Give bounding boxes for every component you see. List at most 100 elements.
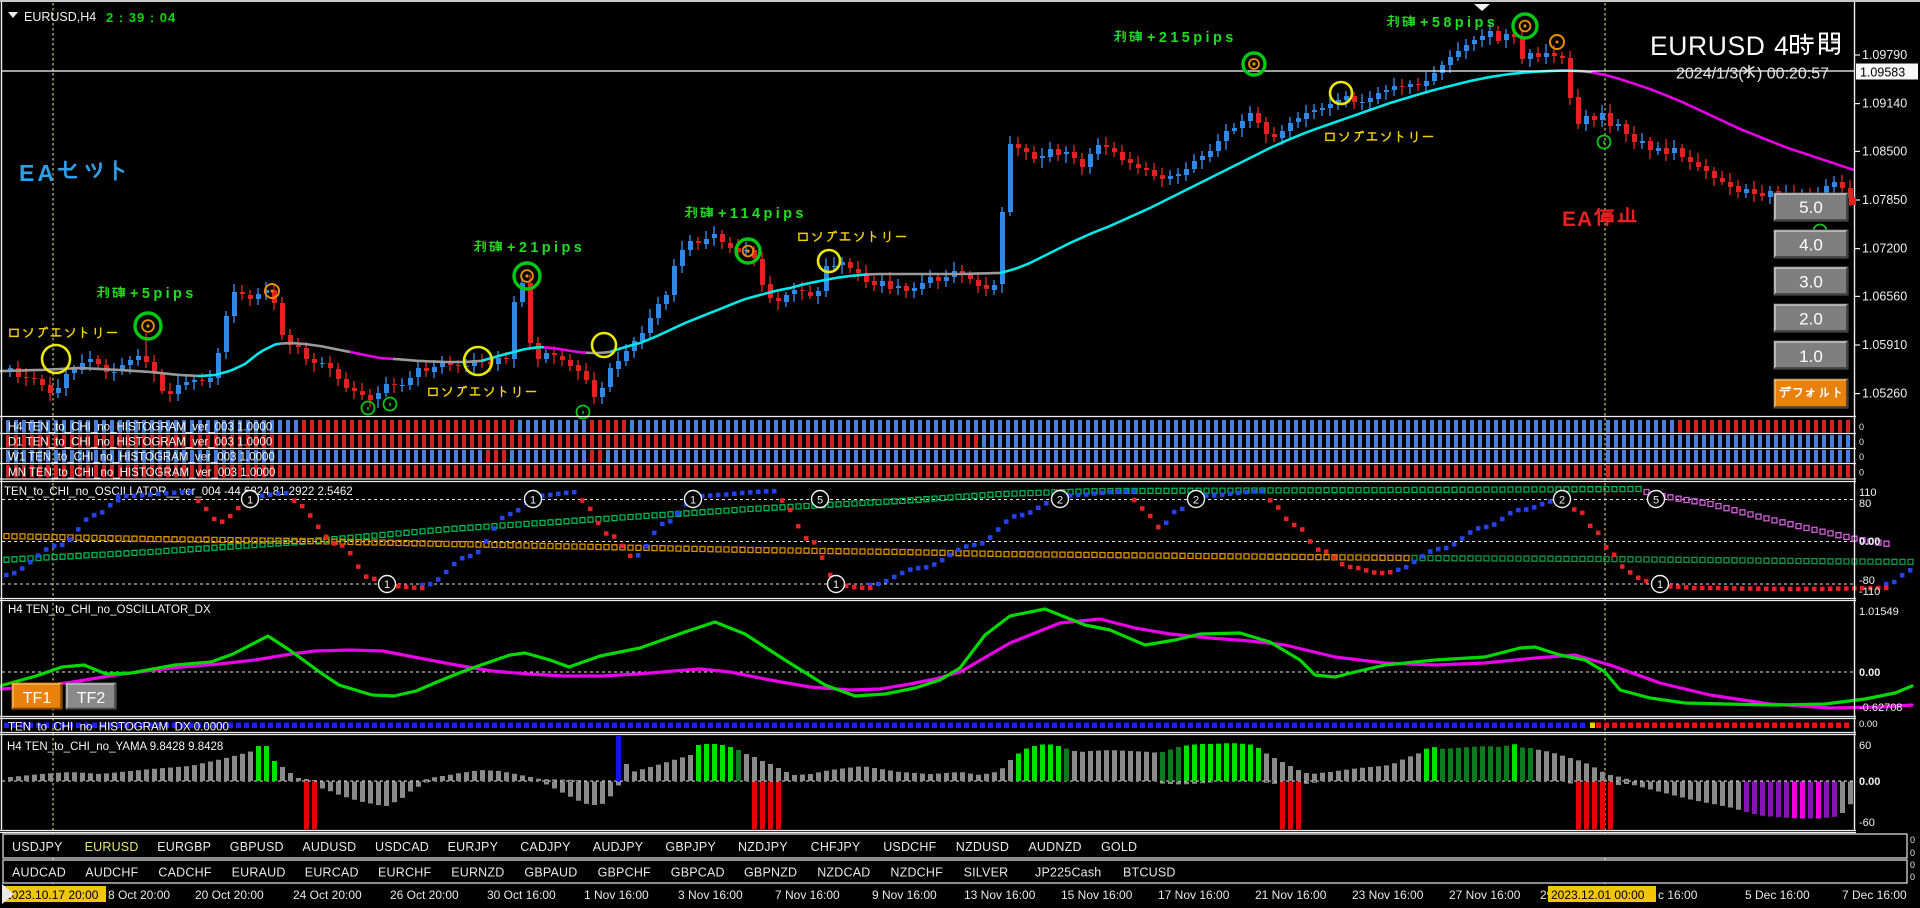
svg-text:H4 TEN_to_CHI_no_OSCILLATOR_DX: H4 TEN_to_CHI_no_OSCILLATOR_DX (8, 604, 211, 616)
svg-text:0: 0 (1859, 422, 1864, 432)
svg-text:-110: -110 (1859, 586, 1880, 598)
svg-text:AUDCAD: AUDCAD (12, 866, 66, 880)
svg-text:AUDNZD: AUDNZD (1028, 840, 1081, 854)
svg-text:BTCUSD: BTCUSD (1123, 866, 1176, 880)
svg-text:2024/1/3(: 2024/1/3( (1676, 66, 1744, 83)
svg-text:USDCHF: USDCHF (883, 840, 936, 854)
svg-text:2 : 39 : 04: 2 : 39 : 04 (106, 10, 176, 25)
svg-text:CADJPY: CADJPY (520, 840, 571, 854)
svg-text:0.00: 0.00 (1859, 776, 1880, 788)
svg-text:3.0: 3.0 (1799, 273, 1823, 292)
svg-text:EA: EA (1562, 208, 1593, 231)
svg-text:0: 0 (1910, 872, 1915, 882)
svg-text:USDCAD: USDCAD (375, 840, 429, 854)
svg-text:GBPCHF: GBPCHF (598, 866, 651, 880)
svg-text:0.00: 0.00 (1859, 719, 1878, 730)
svg-text:GBPAUD: GBPAUD (524, 866, 577, 880)
svg-text:1.08500: 1.08500 (1862, 144, 1907, 158)
svg-text:TF1: TF1 (23, 690, 52, 707)
svg-text:1.05260: 1.05260 (1862, 387, 1907, 401)
svg-text:5: 5 (1653, 494, 1659, 506)
svg-text:13 Nov 16:00: 13 Nov 16:00 (964, 888, 1036, 902)
svg-text:2: 2 (1193, 494, 1199, 506)
svg-text:JP225Cash: JP225Cash (1035, 866, 1101, 880)
svg-text:USDJPY: USDJPY (12, 840, 63, 854)
svg-text:EURCAD: EURCAD (305, 866, 359, 880)
svg-text:EURUSD,H4: EURUSD,H4 (24, 10, 96, 24)
svg-text:2023.10.17 20:00: 2023.10.17 20:00 (5, 888, 99, 902)
svg-text:7 Nov 16:00: 7 Nov 16:00 (775, 888, 840, 902)
svg-text:GBPCAD: GBPCAD (671, 866, 725, 880)
svg-text:AUDCHF: AUDCHF (85, 866, 138, 880)
svg-text:3 Nov 16:00: 3 Nov 16:00 (678, 888, 743, 902)
svg-text:AUDJPY: AUDJPY (593, 840, 644, 854)
svg-text:SILVER: SILVER (964, 866, 1009, 880)
svg-text:21 Nov 16:00: 21 Nov 16:00 (1255, 888, 1327, 902)
svg-text:+58pips: +58pips (1420, 15, 1498, 31)
svg-text:EURJPY: EURJPY (448, 840, 499, 854)
svg-text:CHFJPY: CHFJPY (811, 840, 861, 854)
svg-text:0: 0 (1859, 452, 1864, 462)
svg-text:-80: -80 (1859, 575, 1875, 587)
svg-text:2023.12.01 00:00: 2023.12.01 00:00 (1551, 888, 1645, 902)
svg-text:NZDJPY: NZDJPY (738, 840, 788, 854)
svg-text:1.09583: 1.09583 (1860, 66, 1905, 80)
svg-text:CADCHF: CADCHF (158, 866, 211, 880)
svg-text:4.0: 4.0 (1799, 235, 1823, 254)
svg-text:1: 1 (690, 494, 696, 506)
svg-text:NZDUSD: NZDUSD (956, 840, 1009, 854)
svg-text:1: 1 (247, 494, 253, 506)
svg-text:23 Nov 16:00: 23 Nov 16:00 (1352, 888, 1424, 902)
svg-text:1.06560: 1.06560 (1862, 289, 1907, 303)
svg-text:EA: EA (19, 160, 57, 186)
svg-text:c 16:00: c 16:00 (1658, 888, 1698, 902)
svg-text:GBPNZD: GBPNZD (744, 866, 797, 880)
svg-text:GOLD: GOLD (1101, 840, 1137, 854)
svg-text:0: 0 (1910, 835, 1915, 845)
svg-text:30 Oct 16:00: 30 Oct 16:00 (487, 888, 556, 902)
svg-text:W1 TEN_to_CHI_no_HISTOGRAM_ver: W1 TEN_to_CHI_no_HISTOGRAM_ver_003 1.000… (8, 452, 275, 464)
svg-text:4: 4 (1774, 31, 1789, 61)
svg-text:26 Oct 20:00: 26 Oct 20:00 (390, 888, 459, 902)
svg-text:20 Oct 20:00: 20 Oct 20:00 (195, 888, 264, 902)
svg-text:EURGBP: EURGBP (157, 840, 211, 854)
svg-text:) 00:20:57: ) 00:20:57 (1757, 66, 1829, 83)
svg-text:80: 80 (1859, 498, 1871, 510)
svg-text:1: 1 (833, 579, 839, 591)
svg-text:1.05910: 1.05910 (1862, 338, 1907, 352)
svg-text:9 Nov 16:00: 9 Nov 16:00 (872, 888, 937, 902)
svg-text:NZDCAD: NZDCAD (817, 866, 870, 880)
svg-text:2: 2 (1057, 494, 1063, 506)
svg-text:24 Oct 20:00: 24 Oct 20:00 (293, 888, 362, 902)
svg-text:-0.62708: -0.62708 (1859, 702, 1902, 714)
svg-text:5.0: 5.0 (1799, 198, 1823, 217)
svg-text:+215pips: +215pips (1147, 30, 1237, 46)
svg-text:1.01549: 1.01549 (1859, 606, 1899, 618)
svg-text:MN TEN_to_CHI_no_HISTOGRAM_ver: MN TEN_to_CHI_no_HISTOGRAM_ver_003 1.000… (8, 467, 275, 479)
svg-text:5: 5 (817, 494, 823, 506)
svg-text:0: 0 (1910, 848, 1915, 858)
svg-text:-60: -60 (1859, 817, 1875, 829)
svg-text:GBPJPY: GBPJPY (665, 840, 716, 854)
svg-text:1 Nov 16:00: 1 Nov 16:00 (584, 888, 649, 902)
svg-text:8 Oct 20:00: 8 Oct 20:00 (108, 888, 170, 902)
svg-text:0.00: 0.00 (1859, 536, 1880, 548)
svg-text:+21pips: +21pips (507, 240, 585, 256)
svg-text:1.07850: 1.07850 (1862, 193, 1907, 207)
svg-text::: : (1758, 32, 1765, 59)
svg-text:TEN_to_CHI_no_OSCILLATOR__ver_: TEN_to_CHI_no_OSCILLATOR__ver_004 -44.68… (4, 486, 353, 498)
svg-text:H4 TEN_to_CHI_no_HISTOGRAM_ver: H4 TEN_to_CHI_no_HISTOGRAM_ver_003 1.000… (8, 422, 272, 434)
svg-text:EURUSD: EURUSD (85, 840, 139, 854)
svg-text:0.00: 0.00 (1859, 667, 1880, 679)
svg-text:2: 2 (1559, 494, 1565, 506)
svg-text:15 Nov 16:00: 15 Nov 16:00 (1061, 888, 1133, 902)
svg-text:D1 TEN_to_CHI_no_HISTOGRAM_ver: D1 TEN_to_CHI_no_HISTOGRAM_ver_003 1.000… (8, 437, 272, 449)
svg-text:EURCHF: EURCHF (378, 866, 431, 880)
svg-text:0: 0 (1859, 467, 1864, 477)
svg-text:H4 TEN_to_CHI_no_YAMA 9.8428: H4 TEN_to_CHI_no_YAMA 9.8428 9.8428 (7, 741, 223, 753)
svg-text:EURAUD: EURAUD (232, 866, 286, 880)
svg-text:EURUSD: EURUSD (1650, 31, 1766, 61)
svg-text:1.07200: 1.07200 (1862, 242, 1907, 256)
svg-text:1: 1 (1657, 579, 1663, 591)
svg-text:+114pips: +114pips (718, 206, 807, 222)
